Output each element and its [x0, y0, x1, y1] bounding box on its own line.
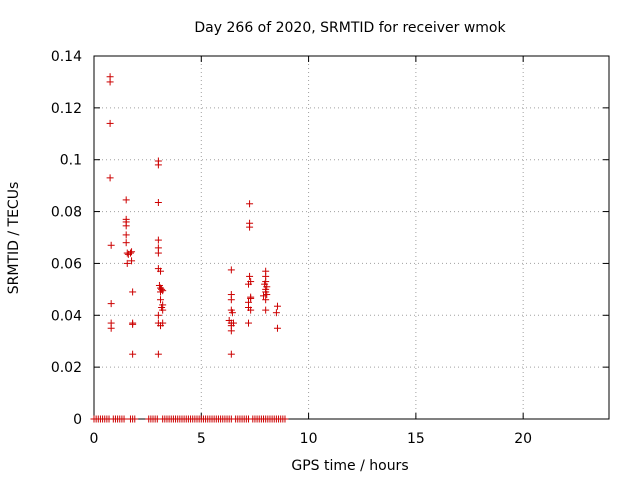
data-point — [247, 294, 255, 302]
x-tick-label: 5 — [197, 431, 206, 447]
y-axis-label: SRMTID / TECUs — [6, 182, 22, 295]
data-point — [157, 267, 165, 275]
data-point — [154, 249, 162, 257]
data-point — [246, 223, 254, 231]
data-point — [245, 280, 252, 288]
data-point — [247, 306, 255, 314]
data-point — [154, 236, 162, 244]
data-point — [129, 288, 137, 296]
y-tick-label: 0.06 — [51, 256, 82, 272]
data-point — [123, 259, 131, 267]
data-point — [122, 222, 130, 230]
data-point — [106, 119, 114, 127]
data-point — [246, 272, 254, 280]
data-point — [159, 306, 167, 314]
data-point — [128, 257, 136, 265]
data-point — [154, 198, 162, 206]
data-point — [107, 300, 115, 308]
data-point — [129, 320, 137, 328]
plot-frame — [93, 55, 610, 420]
y-tick-label: 0.12 — [51, 101, 82, 117]
data-point — [106, 78, 114, 86]
data-point — [273, 324, 281, 332]
data-point — [154, 311, 162, 319]
data-point — [107, 324, 115, 332]
data-point — [159, 319, 167, 327]
data-point — [159, 287, 167, 295]
data-point — [129, 350, 137, 358]
grid — [94, 56, 609, 419]
chart-title: Day 266 of 2020, SRMTID for receiver wmo… — [194, 20, 506, 36]
data-point — [281, 415, 289, 423]
data-point — [227, 296, 235, 304]
data-point — [126, 249, 134, 257]
data-point — [122, 231, 130, 239]
y-tick-label: 0.1 — [60, 153, 82, 169]
data-point — [228, 309, 236, 317]
data-point — [128, 248, 136, 256]
x-tick-label: 10 — [300, 431, 318, 447]
data-point — [157, 296, 165, 304]
data-point — [227, 327, 235, 335]
y-tick-label: 0.14 — [51, 49, 82, 65]
data-point — [245, 319, 252, 327]
data-point — [262, 306, 270, 314]
data-points — [90, 73, 289, 423]
data-point — [263, 291, 271, 299]
y-tick-label: 0.04 — [51, 308, 82, 324]
data-point — [227, 350, 235, 358]
y-axis: 0 0.02 0.04 0.06 0.08 0.1 0.12 0.14 — [51, 49, 609, 428]
data-point — [122, 239, 130, 247]
y-tick-label: 0.02 — [51, 360, 82, 376]
x-tick-label: 20 — [514, 431, 532, 447]
data-point — [260, 292, 268, 300]
data-point — [272, 309, 280, 317]
x-tick-label: 15 — [407, 431, 425, 447]
data-point — [154, 350, 162, 358]
data-point — [106, 174, 114, 182]
y-tick-label: 0.08 — [51, 205, 82, 221]
x-axis: 0 5 10 15 20 — [90, 56, 532, 447]
data-point — [131, 415, 139, 423]
data-point — [122, 196, 130, 204]
x-tick-label: 0 — [90, 431, 99, 447]
data-point — [227, 266, 235, 274]
y-tick-label: 0 — [73, 412, 82, 428]
data-point — [262, 296, 270, 304]
data-point — [120, 415, 128, 423]
data-point — [246, 200, 254, 208]
data-point — [154, 161, 162, 169]
data-point — [107, 241, 115, 249]
data-point — [273, 302, 281, 310]
x-axis-label: GPS time / hours — [291, 458, 408, 474]
